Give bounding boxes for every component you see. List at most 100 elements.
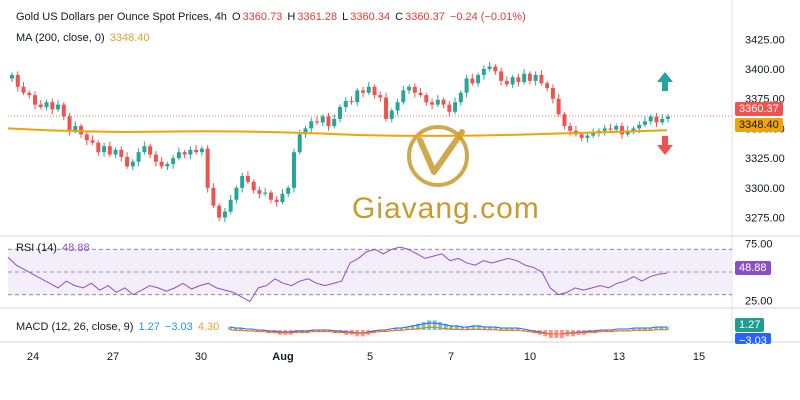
macd-histogram-bar [449, 325, 454, 330]
candle [274, 199, 279, 203]
rsi-tick-label: 75.00 [745, 239, 773, 251]
emblem-ring [407, 125, 469, 187]
macd-histogram-bar [322, 330, 327, 332]
watermark-text: Giavang.com [352, 192, 540, 225]
candle [268, 192, 273, 200]
time-tick-label: 13 [613, 351, 625, 363]
macd-histogram-bar [228, 326, 232, 330]
rsi-value: 48.88 [62, 242, 90, 254]
candle [516, 77, 521, 83]
candle [556, 98, 561, 115]
candle [199, 148, 204, 153]
macd-histogram-bar [338, 330, 343, 334]
candle [464, 78, 469, 93]
macd-histogram-bar [482, 326, 487, 330]
candle [631, 128, 636, 131]
change-value: −0.24 (−0.01%) [449, 11, 526, 23]
candle [568, 126, 573, 131]
candle [395, 102, 400, 111]
candle [15, 74, 20, 87]
candle [10, 74, 14, 79]
macd-histogram-bar [659, 326, 664, 330]
close-value: 3360.37 [405, 11, 445, 23]
candle [453, 102, 458, 112]
macd-histogram-bar [653, 326, 658, 330]
chart-header: Gold US Dollars per Ounce Spot Prices, 4… [16, 11, 528, 23]
macd-histogram-bar [421, 322, 426, 330]
candle [430, 102, 435, 105]
candle [614, 126, 619, 130]
candle [27, 92, 32, 96]
candle [660, 118, 665, 123]
macd-histogram-bar [532, 330, 537, 334]
high-label: H [287, 11, 296, 23]
candle [447, 104, 452, 112]
macd-histogram-bar [294, 330, 299, 334]
candle [378, 95, 383, 98]
candle [326, 116, 331, 127]
candle [504, 80, 509, 85]
candle [372, 86, 377, 96]
candle [476, 74, 481, 84]
candle [125, 156, 130, 167]
candle [182, 152, 187, 155]
ma-value: 3348.40 [109, 32, 150, 44]
candle [499, 71, 504, 81]
macd-histogram-bar [305, 330, 310, 334]
emblem-check [417, 129, 465, 175]
watermark-emblem-icon [407, 125, 469, 187]
candle [418, 92, 423, 96]
candle [67, 116, 72, 131]
candle [90, 140, 95, 143]
candle [280, 193, 285, 203]
macd-histogram-bar [665, 326, 669, 330]
macd-line [229, 322, 667, 335]
candle [303, 128, 308, 135]
macd-histogram-bar [255, 330, 260, 332]
macd-histogram-bar [405, 326, 410, 330]
time-tick-label: 5 [367, 351, 373, 363]
candle [642, 121, 647, 125]
macd-histogram-bar [465, 326, 470, 330]
candle [148, 146, 153, 155]
candle [550, 87, 555, 99]
candle [343, 101, 348, 108]
macd-histogram-bar [261, 330, 266, 332]
macd-histogram-bar [504, 328, 509, 330]
macd-histogram-bar [648, 328, 653, 330]
macd-histogram-bar [604, 330, 609, 332]
rsi-label: RSI (14) [16, 242, 57, 254]
candle [412, 86, 417, 93]
candle [44, 102, 49, 108]
signal-value: −3.03 [164, 321, 193, 333]
macd-histogram-bar [393, 328, 398, 330]
candle [222, 211, 227, 218]
candle [458, 92, 463, 103]
candle [188, 149, 193, 155]
candle [61, 104, 66, 117]
signal-price-tag: −3.03 [735, 333, 771, 344]
macd-histogram-bar [316, 330, 321, 332]
macd-histogram-bar [454, 325, 459, 330]
candle [194, 149, 199, 153]
candle [136, 152, 141, 162]
macd-histogram-bar [427, 320, 432, 330]
last-price-tag: 3360.37 [735, 102, 783, 116]
candle [297, 134, 302, 153]
candle [654, 116, 659, 123]
candle [84, 134, 89, 141]
macd-histogram-bar [515, 328, 520, 330]
candle [320, 116, 325, 123]
price-tick-label: 3300.00 [745, 183, 785, 195]
macd-histogram-bar [476, 325, 481, 330]
ma-line [7, 127, 668, 137]
macd-histogram-bar [642, 328, 647, 330]
candle [602, 128, 607, 131]
open-value: 3360.73 [242, 11, 283, 23]
price-tick-label: 3275.00 [745, 213, 785, 225]
candle [389, 110, 394, 119]
macd-histogram-bar [499, 328, 504, 330]
macd-value: 1.27 [138, 321, 160, 333]
time-tick-label: 15 [693, 351, 705, 363]
macd-histogram-bar [510, 328, 515, 330]
